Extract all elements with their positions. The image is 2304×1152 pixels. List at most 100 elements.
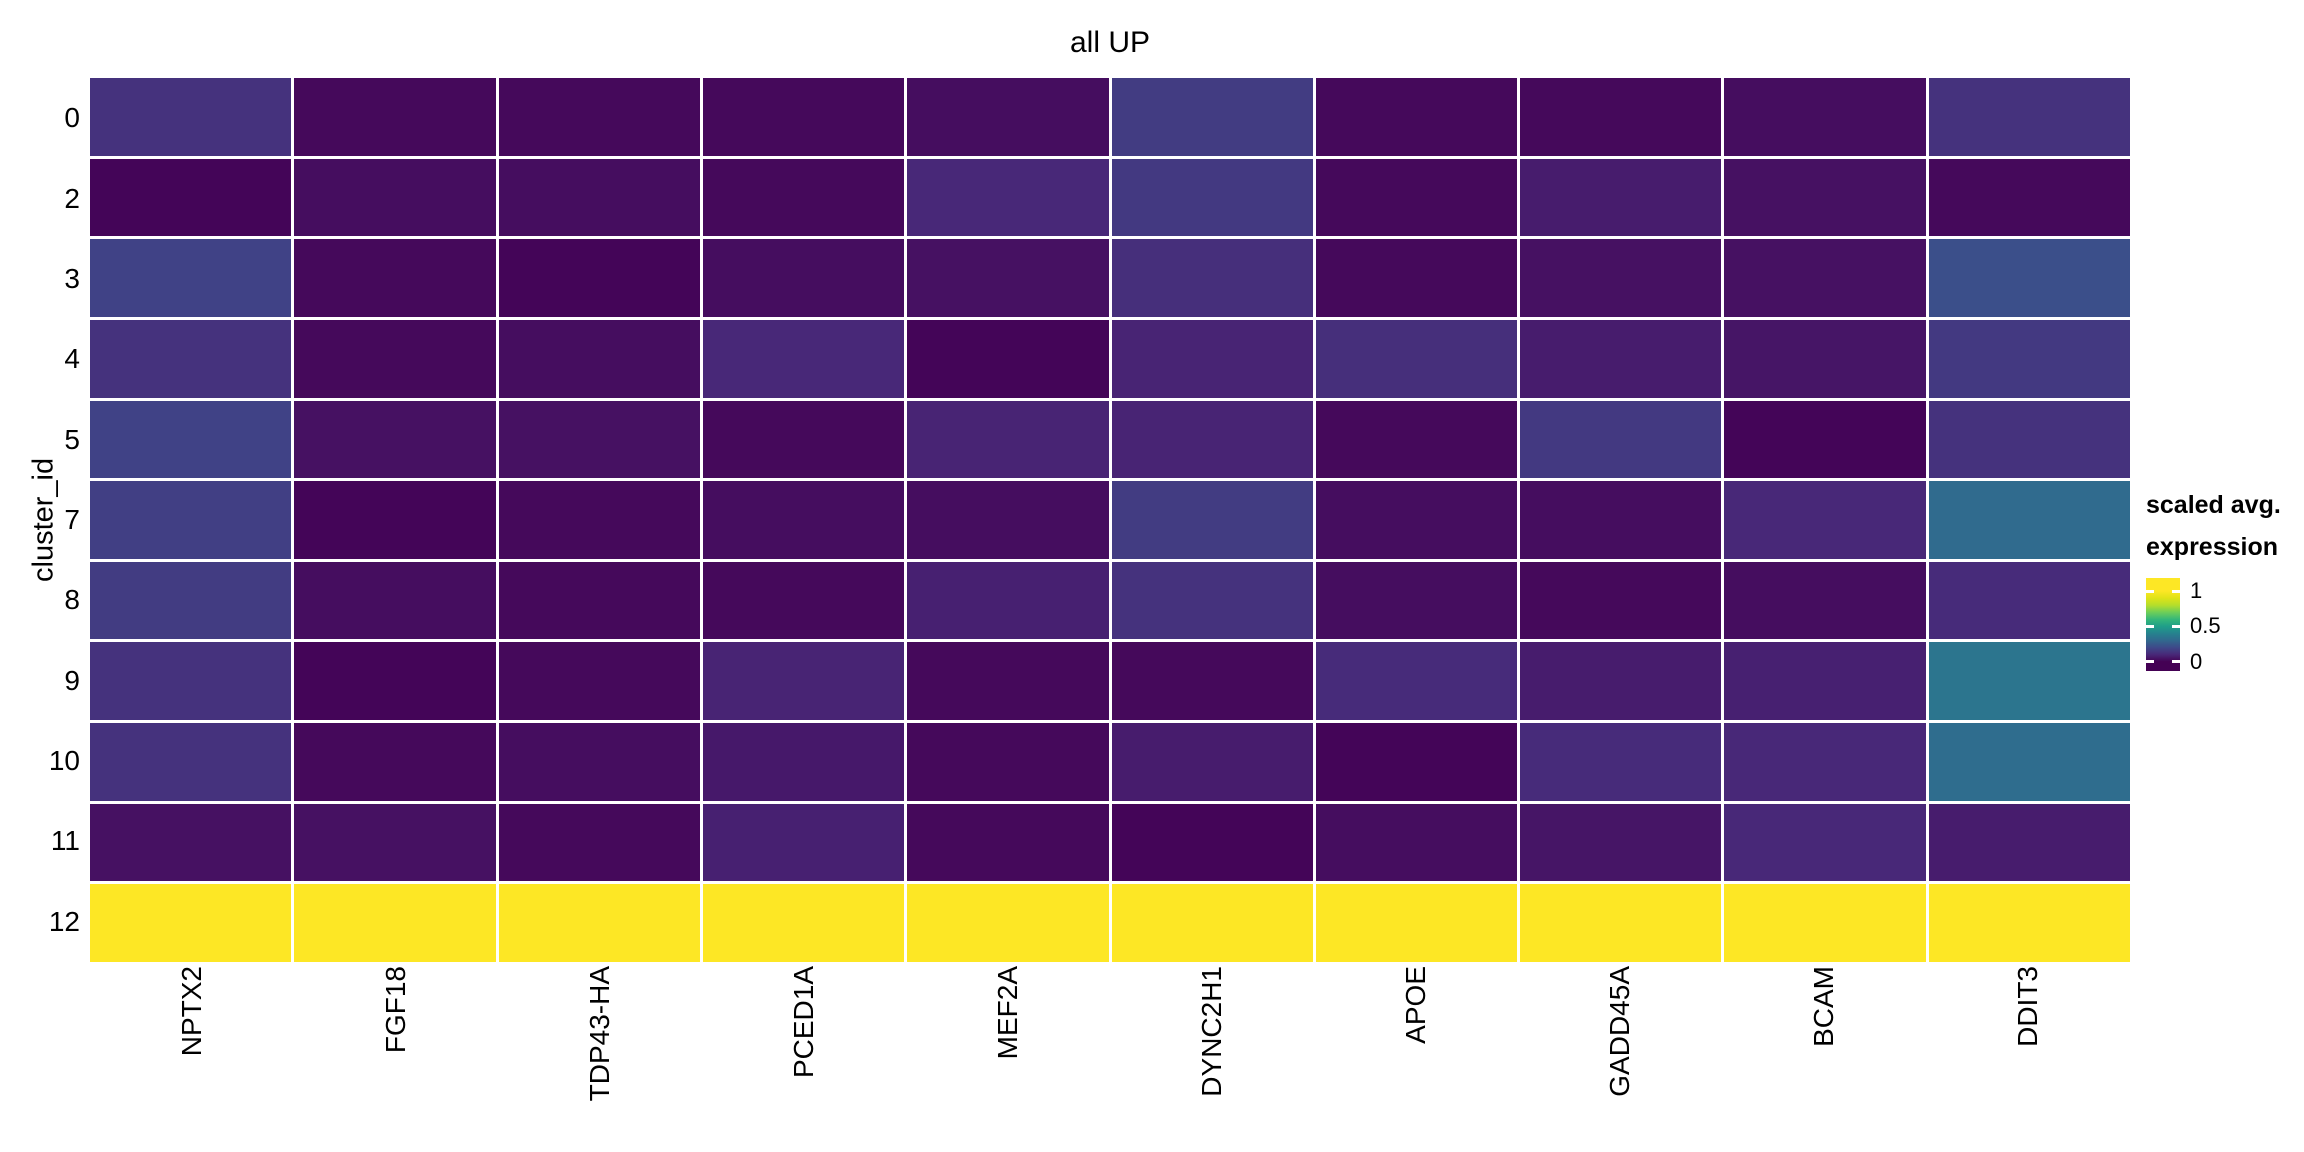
heatmap-cell	[1520, 158, 1722, 237]
heatmap-cell	[498, 642, 700, 721]
heatmap-cell	[1928, 158, 2130, 237]
heatmap-cell	[1520, 78, 1722, 156]
legend-colorbar-wrap: 1 0.5 0	[2146, 578, 2221, 674]
heatmap-cell	[702, 78, 905, 156]
heatmap-cell	[294, 723, 496, 801]
heatmap-cell	[1111, 319, 1313, 398]
heatmap-cell	[294, 561, 496, 640]
legend-tick-label: 0	[2190, 648, 2203, 674]
y-tick-label: 9	[64, 664, 80, 696]
chart-title: all UP	[1069, 26, 1151, 59]
heatmap-cell	[498, 239, 700, 317]
y-tick-label: 8	[64, 584, 80, 616]
heatmap-cell	[498, 78, 700, 156]
heatmap-cell	[1724, 723, 1926, 801]
heatmap-cell	[1111, 884, 1313, 962]
heatmap-cell	[1724, 642, 1926, 721]
x-tick-label: PCED1A	[788, 966, 819, 1079]
heatmap-cell	[1111, 158, 1313, 237]
heatmap-cell	[1928, 642, 2130, 721]
heatmap-cell	[90, 723, 292, 801]
y-tick-label: 11	[50, 825, 80, 857]
legend-tick-mark	[2172, 660, 2180, 664]
heatmap-cell	[702, 400, 905, 479]
heatmap-cell	[1520, 319, 1722, 398]
heatmap-cell	[1928, 481, 2130, 559]
heatmap-cell	[1315, 561, 1518, 640]
heatmap-cell	[907, 481, 1109, 559]
legend-title-line-1: scaled avg.	[2146, 491, 2281, 519]
heatmap-cell	[498, 319, 700, 398]
heatmap-cell	[90, 78, 292, 156]
heatmap-cell	[294, 239, 496, 317]
y-axis-tick-labels: 0 2 3 4 5 7 8 9 10 11 12	[0, 78, 80, 962]
x-tick-label: BCAM	[1808, 966, 1839, 1047]
color-legend: scaled avg. expression 1 0.5 0	[2146, 484, 2304, 674]
heatmap-cell	[1724, 884, 1926, 962]
heatmap-cell	[90, 561, 292, 640]
heatmap-cell	[1520, 481, 1722, 559]
legend-tick-mark	[2146, 589, 2154, 593]
heatmap-cell	[90, 239, 292, 317]
heatmap-cell	[1111, 642, 1313, 721]
heatmap-cell	[1724, 319, 1926, 398]
heatmap-cell	[1724, 78, 1926, 156]
x-axis-tick-labels: NPTX2 FGF18 TDP43-HA PCED1A MEF2A DYNC2H1 APOE…	[90, 966, 2130, 1148]
heatmap-cell	[702, 884, 905, 962]
legend-tick-label: 0.5	[2190, 613, 2221, 639]
x-tick-label: FGF18	[380, 966, 411, 1054]
legend-title-line-2: expression	[2146, 533, 2279, 561]
x-tick-label: TDP43-HA	[584, 966, 615, 1102]
x-tick-label: DYNC2H1	[1196, 966, 1227, 1097]
heatmap-cell	[1111, 481, 1313, 559]
heatmap-cell	[90, 400, 292, 479]
heatmap-cell	[1724, 239, 1926, 317]
x-tick-label: GADD45A	[1604, 966, 1635, 1097]
heatmap-cell	[294, 481, 496, 559]
heatmap-cell	[294, 642, 496, 721]
heatmap-cell	[1724, 561, 1926, 640]
y-tick-label: 7	[64, 503, 80, 535]
heatmap-cell	[1315, 319, 1518, 398]
heatmap-cell	[1724, 803, 1926, 882]
heatmap-cell	[90, 481, 292, 559]
heatmap-cell	[702, 642, 905, 721]
heatmap-cell	[294, 803, 496, 882]
heatmap-cell	[907, 78, 1109, 156]
heatmap-cell	[1520, 723, 1722, 801]
heatmap-cell	[1520, 803, 1722, 882]
heatmap-cell	[1315, 158, 1518, 237]
heatmap-cell	[498, 158, 700, 237]
heatmap-cell	[907, 239, 1109, 317]
heatmap-cell	[1520, 239, 1722, 317]
heatmap-cell	[1520, 400, 1722, 479]
legend-tick-label: 1	[2190, 578, 2203, 604]
heatmap-cell	[702, 803, 905, 882]
heatmap-cell	[1315, 642, 1518, 721]
heatmap-cell	[1520, 884, 1722, 962]
heatmap-cell	[1520, 642, 1722, 721]
heatmap-cell	[702, 481, 905, 559]
heatmap-cell	[1315, 884, 1518, 962]
heatmap-cell	[1111, 723, 1313, 801]
heatmap-cell	[294, 400, 496, 479]
heatmap-cell	[702, 561, 905, 640]
x-tick-label: DDIT3	[2012, 966, 2043, 1047]
heatmap-cell	[1111, 561, 1313, 640]
heatmap-cell	[90, 642, 292, 721]
legend-tick-mark	[2172, 589, 2180, 593]
heatmap-cell	[498, 481, 700, 559]
heatmap-cell	[90, 319, 292, 398]
heatmap-cell	[1928, 239, 2130, 317]
legend-colorbar	[2146, 578, 2180, 671]
x-tick-label: APOE	[1400, 966, 1431, 1044]
heatmap-cell	[294, 78, 496, 156]
heatmap-cell	[1315, 400, 1518, 479]
legend-tick-mark	[2172, 624, 2180, 628]
heatmap-cell	[498, 561, 700, 640]
heatmap-cell	[90, 158, 292, 237]
heatmap-cell	[1315, 78, 1518, 156]
y-tick-label: 10	[48, 745, 80, 777]
heatmap-cell	[1928, 723, 2130, 801]
heatmap-cell	[907, 884, 1109, 962]
